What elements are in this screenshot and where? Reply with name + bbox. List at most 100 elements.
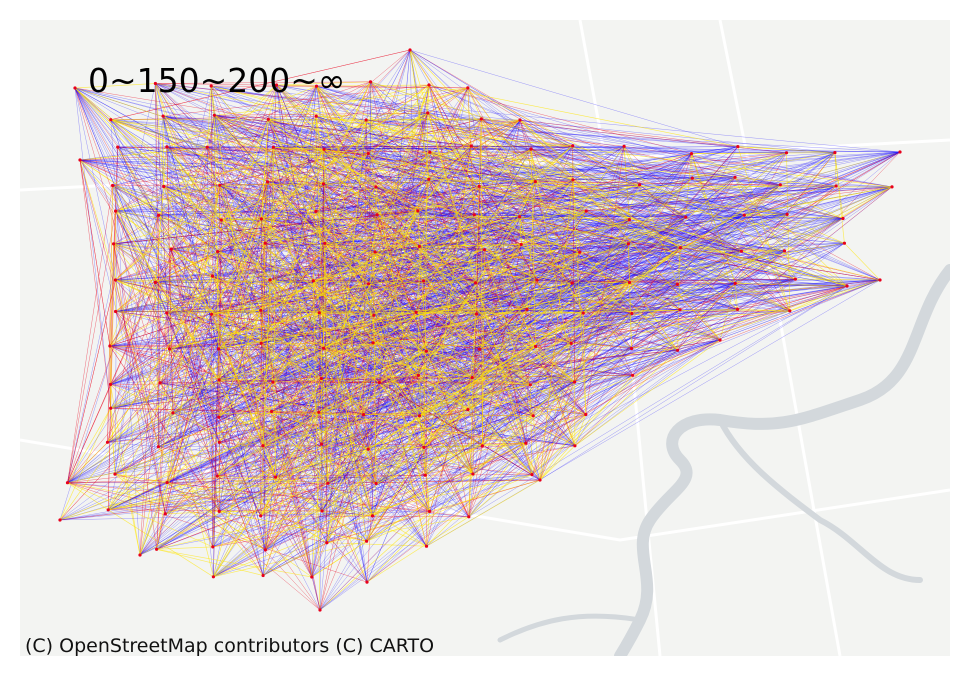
network-node [270, 409, 274, 414]
network-edge [313, 185, 837, 282]
network-node [169, 247, 173, 251]
network-edge [479, 186, 844, 219]
network-edge [366, 250, 785, 583]
network-edge [415, 181, 536, 313]
network-edge [677, 151, 901, 285]
network-edge [468, 309, 528, 517]
network-node [263, 548, 267, 552]
network-edge [276, 84, 692, 154]
network-edge [110, 384, 425, 448]
network-edge [110, 186, 893, 409]
network-edge [159, 382, 220, 512]
network-edge [113, 243, 261, 517]
network-edge [139, 119, 269, 556]
network-edge [316, 85, 431, 153]
network-edge [366, 119, 625, 147]
map-canvas[interactable]: 0~150~200~∞ [20, 20, 950, 656]
network-node [217, 415, 221, 419]
network-edge [315, 211, 531, 386]
network-edge [115, 249, 485, 312]
network-edge [639, 184, 745, 216]
network-edge [110, 119, 520, 217]
network-edge [155, 151, 430, 283]
network-edge [316, 115, 742, 252]
network-edge [171, 249, 218, 477]
network-edge [315, 177, 736, 212]
network-edge [423, 279, 881, 448]
network-edge [115, 279, 368, 583]
network-node [113, 278, 117, 282]
network-edge [324, 210, 587, 244]
network-node [622, 144, 626, 148]
network-edge [268, 119, 536, 182]
network-node [158, 381, 162, 385]
network-node [73, 86, 77, 90]
network-edge [262, 445, 425, 448]
network-edge [172, 412, 534, 417]
network-edge [471, 145, 901, 153]
network-node [371, 341, 375, 345]
network-node [678, 246, 682, 250]
network-edge [571, 343, 678, 351]
network-edge [115, 146, 274, 281]
network-edge [166, 412, 174, 483]
network-edge [112, 185, 485, 250]
network-edge [313, 280, 373, 516]
network-edge [214, 115, 745, 216]
network-edge [213, 309, 681, 577]
network-edge [373, 214, 475, 316]
network-edge [108, 145, 573, 510]
network-node [323, 241, 327, 245]
network-edge [158, 446, 430, 512]
network-node [212, 113, 216, 117]
network-node [571, 178, 575, 182]
network-edge [213, 378, 322, 577]
network-edge [107, 148, 532, 443]
network-edge [110, 119, 429, 180]
network-edge [316, 86, 534, 416]
network-edge [260, 119, 269, 344]
network-edge [114, 473, 168, 483]
network-edge [166, 146, 324, 185]
network-edge [677, 184, 781, 285]
network-edge [260, 346, 536, 517]
network-edge [115, 210, 321, 611]
network-edge [467, 284, 678, 410]
basemap-river [497, 264, 950, 656]
network-edge [262, 282, 476, 446]
network-edge [365, 119, 796, 280]
network-edge [74, 87, 328, 484]
network-edge [74, 87, 161, 383]
network-node [322, 346, 326, 350]
network-edge [319, 119, 367, 611]
network-edge [107, 147, 208, 443]
network-edge [467, 87, 848, 287]
network-edge [109, 345, 322, 379]
network-edge [212, 279, 881, 548]
network-edge [468, 152, 787, 517]
network-edge [110, 210, 418, 385]
network-edge [533, 186, 893, 416]
network-edge [67, 211, 116, 483]
network-edge [158, 412, 174, 447]
network-edge [166, 312, 272, 412]
network-node [109, 406, 113, 410]
network-edge [218, 183, 324, 512]
network-edge [744, 184, 781, 216]
network-node [416, 373, 420, 377]
network-edge [109, 215, 159, 347]
network-edge [79, 159, 212, 315]
network-edge [472, 250, 785, 475]
network-node [216, 250, 220, 254]
network-edge [67, 282, 156, 483]
network-edge [789, 279, 881, 312]
network-edge [535, 181, 848, 287]
network-node [834, 184, 838, 188]
network-edge [74, 87, 269, 120]
network-edge [428, 152, 787, 180]
network-edge [409, 49, 738, 147]
network-node [569, 341, 573, 345]
network-edge [213, 473, 474, 578]
network-edge [574, 339, 721, 447]
network-node [423, 473, 427, 477]
